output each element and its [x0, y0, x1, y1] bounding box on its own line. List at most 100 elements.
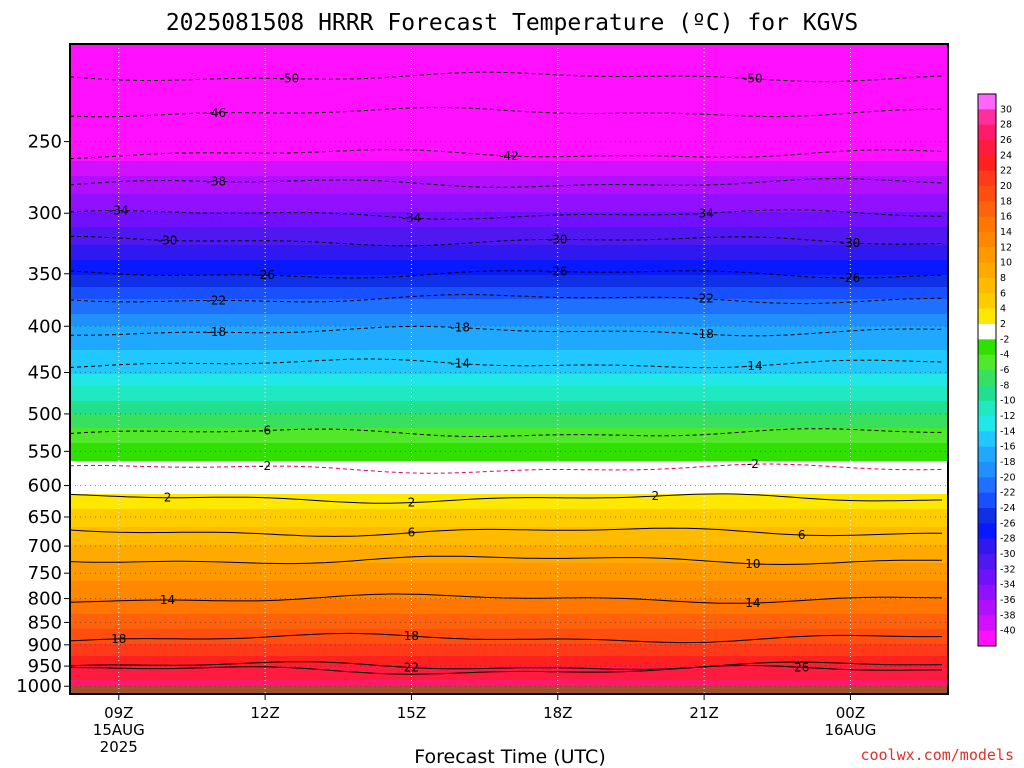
temperature-band [70, 665, 948, 669]
temperature-band [70, 446, 948, 450]
colorbar-label: -4 [1000, 350, 1009, 361]
temperature-band [70, 53, 948, 57]
temperature-band [70, 209, 948, 213]
colorbar-swatch [978, 324, 996, 340]
colorbar-swatch [978, 569, 996, 586]
temperature-band [70, 419, 948, 423]
isotherm-line [69, 463, 943, 474]
colorbar-swatch [978, 170, 996, 187]
temperature-band [70, 137, 948, 141]
temperature-band [70, 185, 948, 189]
colorbar-label: -34 [1000, 580, 1016, 591]
temperature-band [70, 452, 948, 456]
temperature-band [70, 674, 948, 678]
temperature-band [70, 56, 948, 60]
colorbar-swatch [978, 94, 996, 110]
temperature-band [70, 299, 948, 303]
temperature-band [70, 158, 948, 162]
isotherm-label: -30 [158, 233, 178, 247]
temperature-band [70, 155, 948, 159]
isotherm-label: -18 [694, 327, 714, 341]
temperature-band [70, 74, 948, 78]
temperature-band [70, 590, 948, 594]
temperature-band [70, 560, 948, 564]
plot-area: -50 -50-46-42-38-34-34 -34-30 -30 -30-26 -26-… [69, 43, 949, 695]
colorbar-swatch [978, 201, 996, 218]
colorbar-label: 4 [1000, 304, 1006, 315]
temperature-band [70, 386, 948, 390]
temperature-band [70, 47, 948, 51]
colorbar-swatch [978, 554, 996, 570]
colorbar-swatch [978, 538, 996, 555]
colorbar-label: -2 [1000, 334, 1009, 345]
temperature-band [70, 527, 948, 531]
y-tick-label: 750 [28, 563, 62, 584]
x-tick-label: 12Z [250, 704, 279, 722]
colorbar-label: 26 [1000, 135, 1012, 146]
isotherm-line [69, 294, 943, 305]
colorbar-swatch [978, 308, 996, 325]
y-tick-label: 400 [28, 316, 62, 337]
temperature-band [70, 536, 948, 540]
temperature-band [70, 659, 948, 663]
temperature-band [70, 629, 948, 633]
y-tick-label: 250 [28, 132, 62, 153]
temperature-band [70, 656, 948, 660]
isotherm-line [70, 665, 942, 675]
colorbar-label: -10 [1000, 396, 1016, 407]
temperature-band [70, 251, 948, 255]
isotherm-label: 18 [111, 632, 126, 646]
temperature-band [70, 473, 948, 477]
temperature-band [70, 44, 948, 48]
temperature-band [70, 227, 948, 231]
temperature-band [70, 62, 948, 66]
colorbar-label: -28 [1000, 534, 1016, 545]
temperature-band [70, 263, 948, 267]
temperature-band [70, 635, 948, 639]
isotherm-label: 10 [745, 557, 760, 571]
temperature-band [70, 461, 948, 465]
colorbar-swatch [978, 370, 996, 386]
isotherm-label: -26 [841, 271, 861, 285]
colorbar-label: -6 [1000, 365, 1009, 376]
temperature-band [70, 548, 948, 552]
temperature-band [70, 245, 948, 249]
isotherm-line [69, 527, 942, 537]
temperature-band [70, 173, 948, 177]
isotherm-label: -22 [207, 293, 227, 307]
temperature-band [70, 422, 948, 426]
isotherm-label: 6 [798, 528, 806, 542]
y-tick-label: 650 [28, 507, 62, 528]
temperature-band [70, 539, 948, 543]
temperature-band [70, 542, 948, 546]
temperature-band [70, 95, 948, 99]
colorbar-label: -20 [1000, 472, 1016, 483]
isotherm-label: -14 [743, 359, 763, 373]
temperature-band [70, 428, 948, 432]
colorbar-label: 8 [1000, 273, 1006, 284]
isotherm-label: -30 [841, 236, 861, 250]
isotherm-line [69, 178, 943, 188]
temperature-band [70, 530, 948, 534]
temperature-band [70, 77, 948, 81]
isotherm-line [69, 209, 943, 220]
colorbar-swatch [978, 232, 996, 248]
isotherm-label: 6 [408, 526, 416, 540]
colorbar-swatch [978, 508, 996, 524]
y-axis: 2503003504004505005506006507007508008509… [16, 132, 70, 697]
colorbar-label: -24 [1000, 503, 1016, 514]
temperature-band [70, 512, 948, 516]
temperature-band [70, 269, 948, 273]
temperature-band [70, 611, 948, 615]
temperature-band [70, 620, 948, 624]
temperature-band [70, 188, 948, 192]
temperature-band [70, 437, 948, 441]
temperature-band [70, 572, 948, 576]
colorbar-label: 22 [1000, 166, 1012, 177]
temperature-band [70, 203, 948, 207]
colorbar-label: 28 [1000, 120, 1012, 131]
temperature-band [70, 260, 948, 264]
temperature-band [70, 662, 948, 666]
colorbar-label: -40 [1000, 626, 1016, 637]
colorbar-label: -8 [1000, 380, 1009, 391]
